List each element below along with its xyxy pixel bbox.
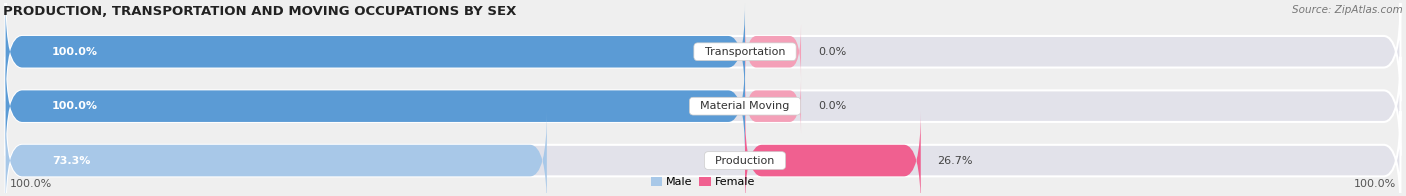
Text: 73.3%: 73.3% — [52, 156, 90, 166]
FancyBboxPatch shape — [745, 78, 801, 134]
Text: 100.0%: 100.0% — [10, 179, 52, 189]
FancyBboxPatch shape — [6, 57, 745, 156]
FancyBboxPatch shape — [745, 24, 801, 80]
FancyBboxPatch shape — [6, 111, 547, 196]
FancyBboxPatch shape — [6, 2, 1400, 101]
Text: 100.0%: 100.0% — [1354, 179, 1396, 189]
Text: Material Moving: Material Moving — [693, 101, 797, 111]
Text: Production: Production — [709, 156, 782, 166]
Text: Transportation: Transportation — [697, 47, 792, 57]
Text: Source: ZipAtlas.com: Source: ZipAtlas.com — [1292, 5, 1403, 15]
Legend: Male, Female: Male, Female — [647, 172, 759, 191]
FancyBboxPatch shape — [745, 111, 921, 196]
Text: 26.7%: 26.7% — [938, 156, 973, 166]
Text: 100.0%: 100.0% — [52, 47, 98, 57]
Text: 0.0%: 0.0% — [818, 47, 846, 57]
Text: 100.0%: 100.0% — [52, 101, 98, 111]
FancyBboxPatch shape — [6, 2, 745, 101]
FancyBboxPatch shape — [6, 57, 1400, 156]
Text: 0.0%: 0.0% — [818, 101, 846, 111]
FancyBboxPatch shape — [6, 111, 1400, 196]
Text: PRODUCTION, TRANSPORTATION AND MOVING OCCUPATIONS BY SEX: PRODUCTION, TRANSPORTATION AND MOVING OC… — [3, 5, 516, 18]
